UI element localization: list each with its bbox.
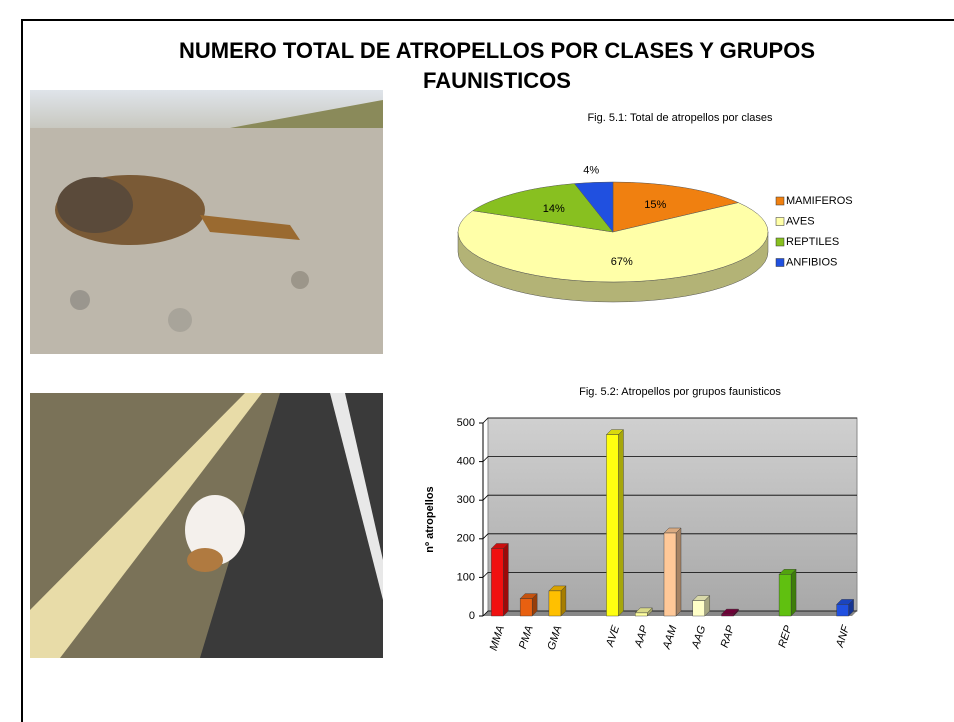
bar-front	[664, 533, 676, 616]
y-tick-label: 300	[457, 494, 475, 506]
bar	[779, 569, 796, 616]
x-tick-label: AAM	[661, 623, 680, 651]
bar-front	[779, 574, 791, 616]
data-label: 4%	[583, 164, 599, 176]
legend-swatch	[776, 259, 784, 267]
legend-label: REPTILES	[786, 236, 839, 248]
canvas: Fig. 5.1: Total de atropellos por clases…	[0, 0, 954, 722]
data-label: 15%	[644, 199, 666, 211]
bar-side	[676, 528, 681, 616]
bar-front	[722, 614, 734, 616]
photo-duck	[30, 90, 383, 354]
chart-title: Fig. 5.1: Total de atropellos por clases	[587, 112, 773, 124]
bar-front	[520, 599, 532, 616]
bar-front	[606, 435, 618, 616]
bar-front	[635, 613, 647, 616]
data-label: 14%	[543, 203, 565, 215]
x-tick-label: REP	[776, 623, 795, 649]
bar	[664, 528, 681, 616]
chart-title: Fig. 5.2: Atropellos por grupos faunisti…	[579, 386, 781, 398]
bar-side	[791, 569, 796, 616]
y-tick-label: 500	[457, 417, 475, 429]
photo-dog	[30, 393, 383, 658]
legend-swatch	[776, 197, 784, 205]
bar-side	[618, 430, 623, 616]
x-tick-label: MMA	[488, 624, 507, 652]
x-tick-label: AAG	[689, 624, 708, 651]
x-tick-label: GMA	[545, 624, 564, 652]
legend-label: MAMIFEROS	[786, 195, 853, 207]
slide: Fig. 5.1: Total de atropellos por clases…	[0, 0, 954, 722]
bar-front	[491, 548, 503, 616]
x-tick-label: ANF	[834, 623, 853, 650]
bar-front	[693, 601, 705, 616]
page-title: NUMERO TOTAL DE ATROPELLOS POR CLASES Y …	[150, 36, 844, 96]
bar	[606, 430, 623, 616]
legend-swatch	[776, 238, 784, 246]
bar	[693, 596, 710, 616]
legend-label: ANFIBIOS	[786, 256, 837, 268]
x-tick-label: AAP	[632, 623, 651, 649]
legend-label: AVES	[786, 215, 815, 227]
y-tick-label: 100	[457, 571, 475, 583]
bar	[549, 586, 566, 616]
x-tick-label: PMA	[517, 624, 536, 650]
bar	[837, 599, 854, 616]
y-tick-label: 0	[469, 610, 475, 622]
y-axis-label: nº atropellos	[424, 486, 436, 552]
data-label: 67%	[611, 256, 633, 268]
x-tick-label: RAP	[719, 623, 738, 649]
bar	[491, 543, 508, 616]
bar-side	[503, 543, 508, 616]
bar-front	[837, 604, 849, 616]
x-tick-label: AVE	[604, 623, 623, 649]
y-tick-label: 400	[457, 456, 475, 468]
bar-front	[549, 591, 561, 616]
bar	[520, 594, 537, 616]
y-tick-label: 200	[457, 533, 475, 545]
legend-swatch	[776, 218, 784, 226]
